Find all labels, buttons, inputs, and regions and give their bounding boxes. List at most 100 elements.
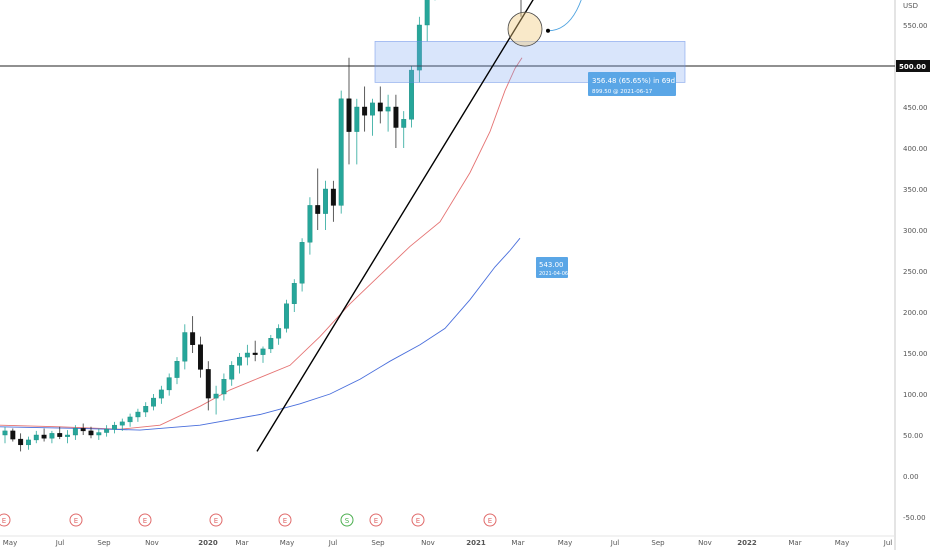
candle-body [11,431,16,439]
candle-body [18,439,23,445]
time-tick-label: 2021 [466,539,486,547]
price-tick-label: 0.00 [903,473,919,481]
earnings-marker-label: E [374,517,378,525]
candle-body [331,189,336,205]
earnings-marker-label: E [74,517,78,525]
earnings-marker-label: E [214,517,218,525]
candle-body [65,435,70,437]
candle-body [190,333,195,345]
candle-body [339,99,344,206]
candle-body [300,242,305,283]
candle-body [347,99,352,132]
time-tick-label: May [835,539,849,547]
candle-body [120,422,125,425]
candle-body [276,328,281,338]
candle-body [214,394,219,398]
earnings-marker-label: E [283,517,287,525]
candle-body [112,425,117,429]
time-tick-label: Jul [883,539,893,547]
candle-body [128,417,133,422]
candle-body [229,365,234,379]
time-tick-label: 2020 [198,539,218,547]
candle-body [34,435,39,440]
candle-body [206,369,211,398]
time-tick-label: Sep [651,539,665,547]
candle-body [89,431,94,435]
candle-body [50,433,55,438]
time-tick-label: May [3,539,17,547]
candle [339,91,344,214]
price-tick-label: 100.00 [903,391,928,399]
time-tick-label: Mar [511,539,524,547]
time-tick-label: May [558,539,572,547]
candle-body [167,378,172,390]
candle-body [183,333,188,362]
candle-body [394,107,399,128]
projection-start-point[interactable] [546,29,550,33]
time-tick-label: Mar [788,539,801,547]
candle-body [3,431,8,435]
candle-body [57,433,62,436]
time-tick-label: May [280,539,294,547]
candle-body [42,435,47,438]
time-tick-label: Nov [698,539,712,547]
price-tick-label: 50.00 [903,432,923,440]
candle-body [386,107,391,111]
candle-body [253,353,258,355]
candle-body [26,440,31,445]
candle-body [370,103,375,115]
earnings-marker-label: E [488,517,492,525]
price-tick-label: 450.00 [903,104,928,112]
candle-body [245,353,250,357]
candle-body [237,357,242,365]
candle-body [292,283,297,304]
price-tick-label: -50.00 [903,514,926,522]
candle-body [175,361,180,377]
candle-body [104,429,109,432]
candle-body [73,428,78,435]
candle-body [269,338,274,349]
price-tick-label: 550.00 [903,22,928,30]
candle-body [378,103,383,111]
time-tick-label: Jul [328,539,338,547]
time-tick-label: Nov [421,539,435,547]
earnings-marker-label: E [143,517,147,525]
candle-body [261,349,266,355]
target-price-label: 543.00 [539,261,564,269]
candle-body [315,205,320,213]
candle-body [323,189,328,214]
highlight-circle[interactable] [508,12,542,46]
candle-body [222,379,227,394]
price-tick-label: 200.00 [903,309,928,317]
projection-label-line2: 899.50 @ 2021-06-17 [592,89,653,95]
earnings-marker-label: E [416,517,420,525]
time-tick-label: Nov [145,539,159,547]
candle [284,300,289,333]
level-badge-label: 500.00 [899,63,926,71]
candle-body [136,412,141,417]
time-tick-label: Mar [235,539,248,547]
earnings-marker-label: S [345,517,350,525]
price-tick-label: 250.00 [903,268,928,276]
candle-body [198,345,203,370]
projection-label-line1: 356.48 (65.65%) in 69d [592,77,675,85]
candle-body [308,205,313,242]
time-tick-label: Jul [55,539,65,547]
candle-body [81,428,86,430]
earnings-marker-label: E [2,517,6,525]
time-tick-label: 2022 [737,539,757,547]
time-tick-label: Sep [97,539,111,547]
currency-label: USD [903,2,918,10]
time-tick-label: Sep [371,539,385,547]
price-tick-label: 400.00 [903,145,928,153]
candle-body [151,398,156,406]
candle-body [425,0,430,25]
candle-body [355,107,360,132]
candle-body [159,390,164,398]
candle-body [143,406,148,412]
target-date-label: 2021-04-06 [539,271,568,277]
price-tick-label: 350.00 [903,186,928,194]
price-tick-label: 300.00 [903,227,928,235]
